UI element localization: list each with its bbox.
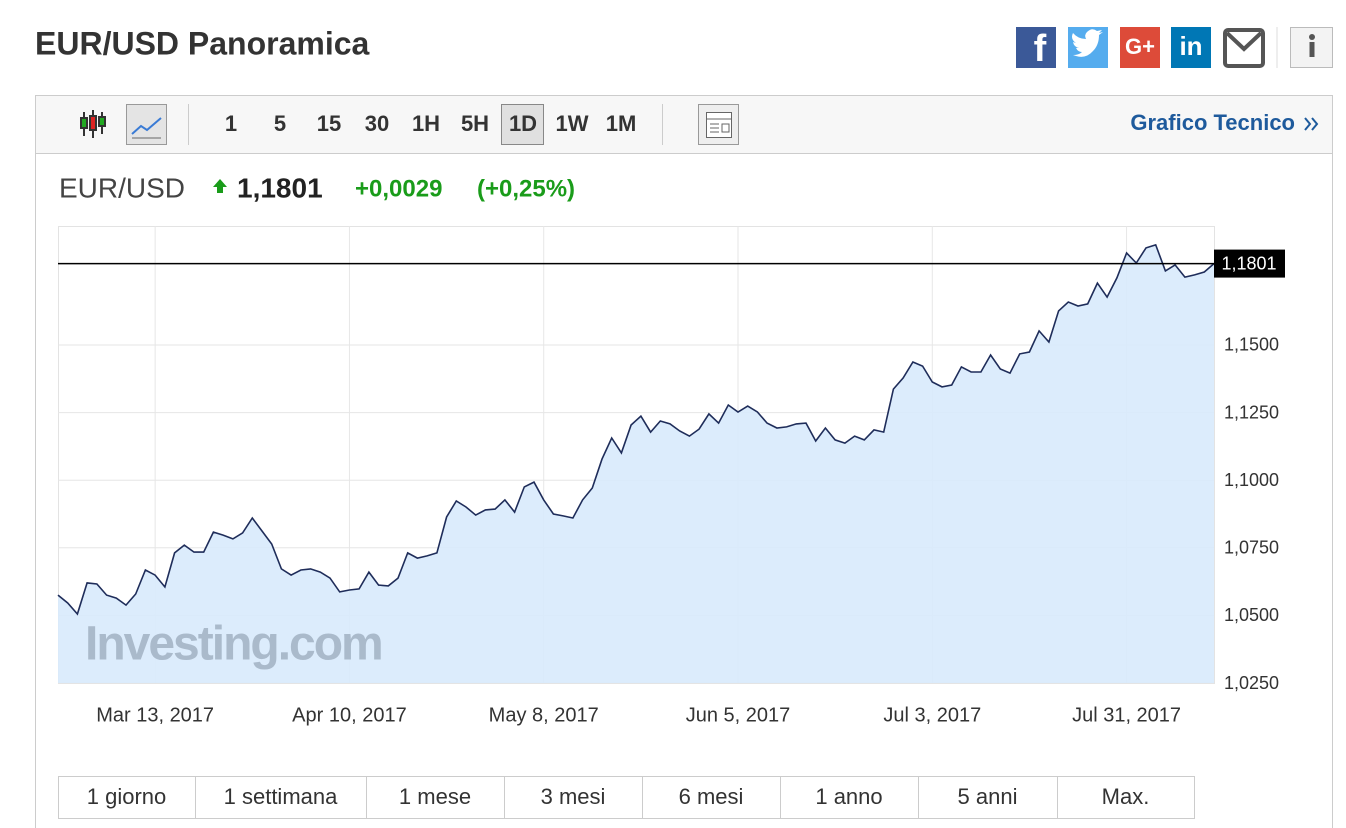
icon-bg [1171,27,1211,68]
toolbar [36,96,1332,153]
range-button-bg[interactable] [642,776,781,819]
range-bar: 1 giorno 1 settimana 1 mese 3 mesi 6 mesi 1 a… [58,776,1195,819]
interval-active-bg [501,104,544,145]
x-tick-label: Jul 3, 2017 [883,704,981,726]
icon-bg [1120,27,1160,68]
y-tick-label: 1,0250 [1224,673,1279,693]
price-line [57,243,1215,616]
line-icon [131,117,162,135]
range-button-bg[interactable] [1057,776,1195,819]
chevrons [1304,117,1319,131]
range-button[interactable]: 6 mesi [679,784,744,809]
range-button[interactable]: Max. [1102,784,1150,809]
quote-change-percent: (+0,25%) [477,175,575,202]
info-button[interactable] [1290,27,1333,68]
range-button[interactable]: 1 settimana [224,784,338,809]
interval-button[interactable]: 1M [606,111,637,136]
page-title: EUR/USD Panoramica [35,25,370,61]
layout-button[interactable] [698,104,739,145]
quote-change: +0,0029 [355,175,442,202]
interval-button[interactable]: 15 [317,111,341,136]
current-price-box [1214,249,1285,278]
chart: 1,0250 1,0500 1,0750 1,1000 1,1250 1,1500 Mar … [57,226,1285,726]
share-google[interactable]: G+ [1120,27,1160,68]
x-tick-label: May 8, 2017 [489,704,599,726]
y-tick-label: 1,1250 [1224,402,1279,422]
layout-icon [706,112,732,138]
icon-text: f [1034,28,1047,70]
icon-text: in [1179,31,1202,61]
info-bar [1309,42,1315,57]
range-button-bg[interactable] [504,776,643,819]
share-mail[interactable] [1223,28,1265,68]
interval-button[interactable]: 1D [509,111,537,136]
x-tick-label: Mar 13, 2017 [96,704,214,726]
quote-symbol: EUR/USD [59,172,185,203]
current-price-label: 1,1801 [1221,253,1276,273]
range-button-bg[interactable] [58,776,196,819]
x-tick-label: Jul 31, 2017 [1072,704,1181,726]
share-linkedin[interactable]: in [1171,27,1211,68]
range-button-bg[interactable] [780,776,919,819]
y-tick-label: 1,0500 [1224,605,1279,625]
interval-button[interactable]: 30 [365,111,389,136]
interval-button[interactable]: 1W [556,111,589,136]
icon-bg [1016,27,1056,68]
range-button-bg[interactable] [918,776,1058,819]
range-button[interactable]: 3 mesi [541,784,606,809]
candle [80,117,88,129]
share-facebook[interactable]: f [1016,27,1056,70]
y-tick-label: 1,1000 [1224,470,1279,490]
mail-flap [1225,31,1263,52]
y-tick-label: 1,0750 [1224,538,1279,558]
share-twitter[interactable] [1068,27,1108,68]
range-button[interactable]: 1 mese [399,784,471,809]
up-arrow [213,179,227,193]
range-button[interactable]: 1 anno [815,784,882,809]
range-button[interactable]: 1 giorno [87,784,167,809]
range-button[interactable]: 5 anni [958,784,1018,809]
y-tick-label: 1,1500 [1224,335,1279,355]
info-dot [1309,34,1315,40]
x-tick-label: Jun 5, 2017 [686,704,791,726]
line-button[interactable] [126,104,167,145]
candle [89,115,97,131]
candlestick-button[interactable] [80,110,106,138]
interval-button[interactable]: 1H [412,111,440,136]
layout-lines [706,118,732,133]
icon-text: G+ [1125,34,1155,59]
interval-button[interactable]: 5H [461,111,489,136]
twitter-bird [1072,29,1103,57]
quote-price: 1,1801 [237,172,323,203]
area [58,244,1214,683]
interval-button[interactable]: 5 [274,111,286,136]
interval-button[interactable]: 1 [225,111,237,136]
technical-link[interactable]: Grafico Tecnico [1130,110,1295,135]
range-button-bg[interactable] [195,776,367,819]
x-tick-label: Apr 10, 2017 [292,704,407,726]
watermark: Investing.com [85,618,382,671]
candle [98,116,106,127]
